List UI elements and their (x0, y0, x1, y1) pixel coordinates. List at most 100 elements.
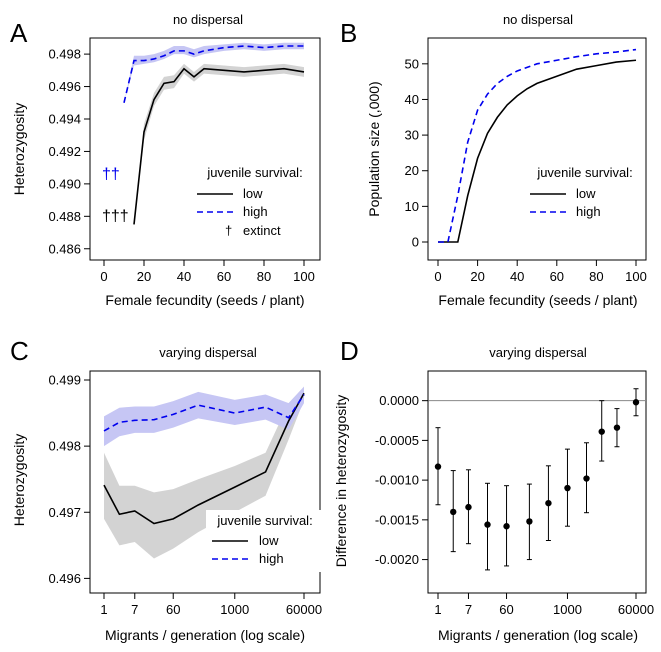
y-axis-a: 0.486 0.488 0.490 0.492 0.494 0.496 0.498 (48, 47, 90, 257)
x-axis-label-d: Migrants / generation (log scale) (438, 627, 638, 643)
legend-extinct-dagger-a: † (225, 223, 232, 238)
panel-label-b: B (340, 18, 357, 48)
y-axis-label-a: Heterozygosity (11, 103, 27, 196)
y-tick-label-c: 0.499 (48, 373, 81, 388)
x-axis-label-a: Female fecundity (seeds / plant) (105, 292, 304, 308)
panel-d: D varying dispersal 1 7 60 1000 60000 -0.002… (333, 336, 654, 643)
legend-label-low-b: low (576, 186, 596, 201)
series-line-low-b (438, 60, 636, 242)
x-tick-label-b: 60 (550, 269, 564, 284)
x-tick-label-b: 20 (470, 269, 484, 284)
x-tick-label-d: 7 (465, 602, 472, 617)
x-tick-label-c: 1000 (220, 602, 249, 617)
x-axis-d: 1 7 60 1000 60000 (434, 593, 654, 617)
y-tick-label-a: 0.498 (48, 47, 81, 62)
y-tick-label-b: 30 (405, 128, 419, 143)
legend-b: juvenile survival: low high (530, 165, 633, 219)
legend-title-b: juvenile survival: (536, 165, 632, 180)
x-tick-label-b: 100 (625, 269, 647, 284)
x-axis-label-b: Female fecundity (seeds / plant) (438, 292, 637, 308)
y-tick-label-a: 0.488 (48, 209, 81, 224)
legend-label-low-c: low (259, 533, 279, 548)
y-tick-label-d: -0.0015 (375, 512, 419, 527)
legend-title-a: juvenile survival: (206, 165, 302, 180)
data-point-d (435, 463, 441, 469)
series-line-high-b (438, 50, 636, 242)
data-point-d (614, 424, 620, 430)
panel-a: A no dispersal 0 20 40 60 80 100 0.4860.4880.… (10, 12, 320, 308)
data-point-d (583, 475, 589, 481)
data-point-d (599, 428, 605, 434)
y-tick-label-b: 20 (405, 163, 419, 178)
confidence-band-low-a (134, 64, 304, 225)
y-axis-b: 0 10 20 30 40 50 (405, 56, 428, 249)
x-axis-a: 0 20 40 60 80 100 (100, 260, 314, 284)
legend-c: juvenile survival: low high (206, 510, 324, 572)
panel-label-c: C (10, 336, 29, 366)
x-tick-label-c: 7 (131, 602, 138, 617)
y-tick-label-b: 10 (405, 199, 419, 214)
x-axis-label-c: Migrants / generation (log scale) (105, 627, 305, 643)
panel-title-a: no dispersal (173, 12, 243, 27)
y-axis-c: 0.496 0.497 0.498 0.499 (48, 373, 90, 586)
legend-title-c: juvenile survival: (216, 513, 312, 528)
y-tick-label-c: 0.496 (48, 571, 81, 586)
y-axis-label-d: Difference in heterozygosity (333, 395, 349, 568)
y-tick-label-b: 40 (405, 92, 419, 107)
y-axis-d: -0.0020-0.0015-0.0010-0.00050.0000 (375, 393, 428, 567)
legend-label-high-a: high (243, 204, 268, 219)
x-tick-label-b: 80 (589, 269, 603, 284)
x-tick-label-a: 20 (137, 269, 151, 284)
y-tick-label-b: 50 (405, 56, 419, 71)
x-tick-label-a: 80 (257, 269, 271, 284)
x-axis-b: 0 20 40 60 80 100 (434, 260, 646, 284)
series-layer-a (124, 43, 304, 225)
x-tick-label-b: 40 (510, 269, 524, 284)
panel-label-d: D (340, 336, 359, 366)
legend-label-high-c: high (259, 551, 284, 566)
data-point-d (564, 485, 570, 491)
data-point-d (545, 500, 551, 506)
x-axis-c: 1 7 60 1000 60000 (100, 593, 322, 617)
extinct-mark-high-a: †† (102, 166, 120, 183)
panel-c: C varying dispersal 1 7 60 1000 60000 0.4960… (10, 336, 324, 643)
y-tick-label-a: 0.496 (48, 79, 81, 94)
y-tick-label-c: 0.497 (48, 505, 81, 520)
y-axis-label-b: Population size (,000) (366, 81, 382, 216)
data-point-d (526, 518, 532, 524)
y-tick-label-a: 0.486 (48, 241, 81, 256)
y-tick-label-d: -0.0005 (375, 433, 419, 448)
y-tick-label-a: 0.490 (48, 176, 81, 191)
panel-label-a: A (10, 18, 28, 48)
legend-label-low-a: low (243, 186, 263, 201)
x-tick-label-d: 60000 (618, 602, 654, 617)
panel-title-d: varying dispersal (489, 345, 587, 360)
data-point-d (484, 521, 490, 527)
x-tick-label-d: 60 (499, 602, 513, 617)
y-tick-label-a: 0.494 (48, 111, 81, 126)
x-tick-label-b: 0 (434, 269, 441, 284)
x-tick-label-c: 60000 (286, 602, 322, 617)
x-tick-label-d: 1000 (553, 602, 582, 617)
x-tick-label-c: 1 (100, 602, 107, 617)
x-tick-label-d: 1 (434, 602, 441, 617)
data-point-d (633, 399, 639, 405)
extinct-mark-low-a: ††† (102, 208, 129, 225)
data-point-d (450, 509, 456, 515)
y-axis-label-c: Heterozygosity (11, 434, 27, 527)
data-point-d (503, 523, 509, 529)
x-tick-label-a: 100 (293, 269, 315, 284)
data-point-d (465, 504, 471, 510)
x-tick-label-a: 0 (100, 269, 107, 284)
panel-title-b: no dispersal (503, 12, 573, 27)
y-tick-label-d: -0.0010 (375, 473, 419, 488)
panel-title-c: varying dispersal (159, 345, 257, 360)
panel-b: B no dispersal 0 20 40 60 80 100 01020304050 … (340, 12, 647, 308)
series-line-low-a (134, 69, 304, 225)
y-tick-label-d: 0.0000 (379, 393, 419, 408)
series-layer-b (438, 50, 636, 242)
series-layer-d (428, 389, 646, 570)
plot-frame-d (428, 371, 646, 593)
y-tick-label-c: 0.498 (48, 439, 81, 454)
